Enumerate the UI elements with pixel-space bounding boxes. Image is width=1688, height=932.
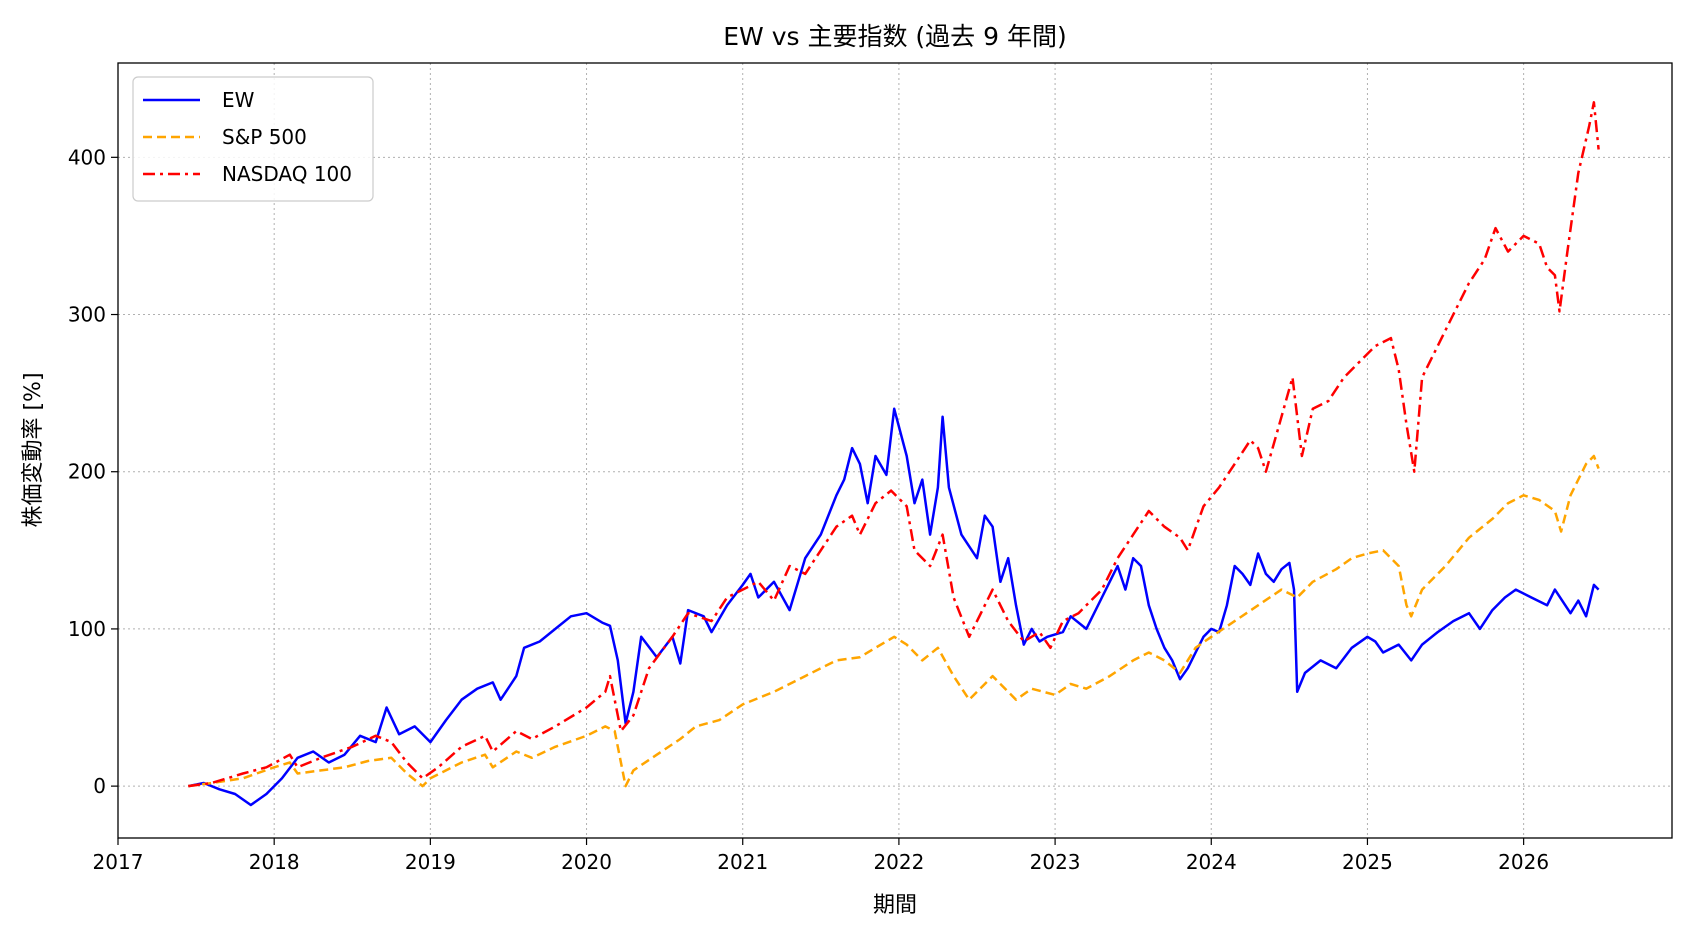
x-tick-label: 2022 (873, 850, 924, 874)
x-tick-label: 2018 (249, 850, 300, 874)
y-tick-label: 300 (68, 303, 106, 327)
legend: EW S&P 500 NASDAQ 100 (132, 76, 374, 202)
legend-label: EW (222, 88, 255, 112)
legend-label: NASDAQ 100 (222, 162, 352, 186)
x-tick-label: 2024 (1186, 850, 1237, 874)
x-tick-label: 2023 (1030, 850, 1081, 874)
x-tick-label: 2025 (1342, 850, 1393, 874)
series-line-0 (188, 407, 1600, 807)
legend-label: S&P 500 (222, 125, 307, 149)
y-tick-label: 100 (68, 617, 106, 641)
x-tick-label: 2021 (717, 850, 768, 874)
axis-ticks: 2017 2018 2019 2020 2021 2022 2023 2024 2025 2026… (68, 145, 1549, 874)
x-tick-label: 2017 (93, 850, 144, 874)
x-tick-label: 2026 (1498, 850, 1549, 874)
plot-frame (117, 62, 1673, 839)
y-tick-label: 0 (93, 774, 106, 798)
series-line-2 (188, 101, 1600, 788)
x-axis-label: 期間 (873, 893, 917, 918)
x-tick-label: 2019 (405, 850, 456, 874)
legend-box (132, 76, 374, 202)
y-tick-label: 200 (68, 460, 106, 484)
chart-title: EW vs 主要指数 (過去 9 年間) (723, 22, 1066, 51)
y-axis-label: 株価変動率 [%] (21, 372, 46, 527)
x-tick-label: 2020 (561, 850, 612, 874)
plot-lines (188, 101, 1600, 807)
y-tick-label: 400 (68, 145, 106, 169)
series-line-1 (188, 454, 1600, 788)
